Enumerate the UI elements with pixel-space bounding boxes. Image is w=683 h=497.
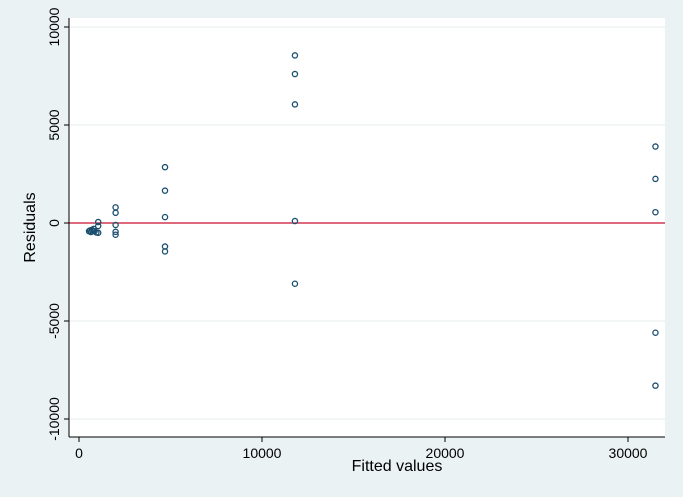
data-point xyxy=(652,329,659,337)
plot-area xyxy=(69,18,665,437)
data-point xyxy=(291,101,299,108)
data-point xyxy=(291,52,299,59)
data-point xyxy=(112,221,119,229)
axes xyxy=(68,18,665,438)
data-point xyxy=(161,248,169,255)
x-tick-label: 30000 xyxy=(609,445,648,461)
y-tick-label: -5000 xyxy=(46,303,62,339)
y-axis-title: Residuals xyxy=(22,192,39,262)
data-points xyxy=(85,52,659,389)
data-point xyxy=(94,222,102,230)
x-axis-title: Fitted values xyxy=(352,458,443,475)
data-point xyxy=(291,217,299,225)
x-tick-label: 10000 xyxy=(243,445,282,461)
x-tick-label: 20000 xyxy=(426,445,465,461)
data-point xyxy=(94,229,102,237)
data-point xyxy=(652,143,659,150)
data-point xyxy=(161,163,169,171)
data-point xyxy=(291,70,299,78)
data-point xyxy=(161,187,169,194)
ticks: 0 10000 20000 30000 -10000 -5000 0 5000 10000 xyxy=(46,7,648,461)
data-point xyxy=(291,280,299,288)
y-tick-label: 5000 xyxy=(46,109,62,140)
data-point xyxy=(161,213,169,221)
y-tick-label: -10000 xyxy=(46,397,62,441)
data-point xyxy=(652,382,659,389)
x-tick-label: 0 xyxy=(75,445,83,461)
data-point xyxy=(652,208,659,216)
data-point xyxy=(652,175,659,183)
data-point xyxy=(112,231,119,239)
y-tick-label: 0 xyxy=(46,219,62,227)
data-point xyxy=(94,218,102,226)
y-tick-label: 10000 xyxy=(46,7,62,46)
data-point xyxy=(112,228,119,236)
data-point xyxy=(112,209,119,217)
